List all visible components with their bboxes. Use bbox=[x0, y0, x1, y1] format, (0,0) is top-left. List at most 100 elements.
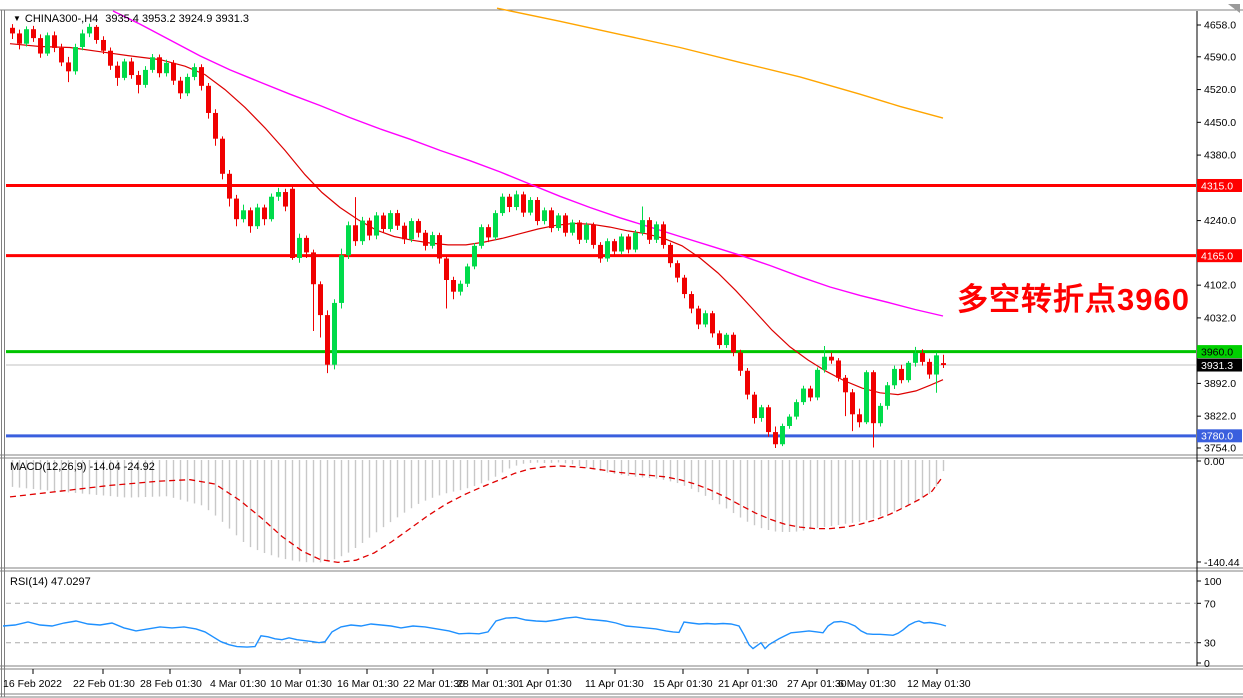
candle-body bbox=[276, 192, 281, 197]
candle-body bbox=[339, 255, 344, 303]
candle-body bbox=[87, 26, 92, 34]
candle-body bbox=[465, 266, 470, 284]
ma-fast-red-line bbox=[9, 43, 944, 396]
candle-body bbox=[297, 237, 302, 259]
price-tick-label: 3892.0 bbox=[1204, 378, 1236, 390]
symbol-dropdown-icon[interactable]: ▼ bbox=[13, 14, 21, 23]
macd-signal-line bbox=[9, 465, 942, 564]
candle-body bbox=[675, 263, 680, 278]
candle-body bbox=[458, 283, 463, 292]
candle-body bbox=[108, 50, 113, 66]
candle-body bbox=[542, 210, 547, 222]
candle-body bbox=[59, 47, 64, 63]
candle-body bbox=[570, 222, 575, 233]
candle-body bbox=[598, 244, 603, 259]
price-badge bbox=[1197, 345, 1242, 359]
candle-body bbox=[192, 67, 197, 77]
ma-long-orange-line bbox=[496, 7, 944, 119]
candle-body bbox=[654, 224, 659, 240]
candle-body bbox=[115, 65, 120, 78]
candle-body bbox=[199, 67, 204, 86]
price-tick-label: 3754.0 bbox=[1204, 442, 1236, 454]
price-badge-label: 3960.0 bbox=[1201, 346, 1233, 358]
candle-body bbox=[899, 368, 904, 381]
candle-body bbox=[164, 62, 169, 74]
time-axis-label: 11 Apr 01:30 bbox=[585, 678, 644, 690]
candle-body bbox=[563, 215, 568, 233]
time-axis-label: 6 May 01:30 bbox=[838, 678, 896, 690]
candle-body bbox=[73, 46, 78, 72]
candle-body bbox=[318, 284, 323, 316]
price-badge bbox=[1197, 429, 1242, 443]
candle-body bbox=[206, 85, 211, 113]
candle-body bbox=[444, 258, 449, 281]
candle-body bbox=[269, 196, 274, 220]
price-badge bbox=[1197, 178, 1242, 192]
candle-body bbox=[766, 407, 771, 433]
candle-body bbox=[731, 334, 736, 353]
candle-body bbox=[612, 241, 617, 252]
candle-body bbox=[738, 352, 743, 371]
candle-body bbox=[220, 138, 225, 174]
candle-body bbox=[521, 194, 526, 213]
price-tick-label: 4658.0 bbox=[1204, 20, 1236, 32]
candle-body bbox=[185, 76, 190, 94]
candle-body bbox=[262, 207, 267, 220]
candle-body bbox=[241, 210, 246, 220]
candle-body bbox=[304, 237, 309, 253]
price-tick-label: 4380.0 bbox=[1204, 150, 1236, 162]
candle-body bbox=[38, 38, 43, 54]
candle-body bbox=[871, 372, 876, 424]
candle-body bbox=[626, 236, 631, 250]
macd-label: MACD(12,26,9) -14.04 -24.92 bbox=[10, 461, 155, 473]
candle-body bbox=[178, 80, 183, 94]
macd-axis-bottom-label: -140.44 bbox=[1204, 557, 1240, 569]
annotation-text: 多空转折点3960 bbox=[957, 282, 1190, 317]
candle-body bbox=[80, 33, 85, 47]
candle-body bbox=[24, 29, 29, 44]
time-axis-label: 16 Mar 01:30 bbox=[337, 678, 399, 690]
candle-body bbox=[346, 225, 351, 256]
candle-body bbox=[486, 227, 491, 238]
candle-body bbox=[528, 199, 533, 213]
candle-body bbox=[234, 198, 239, 220]
candle-body bbox=[556, 215, 561, 229]
time-axis-label: 10 Mar 01:30 bbox=[270, 678, 332, 690]
price-tick-label: 4590.0 bbox=[1204, 51, 1236, 63]
time-axis-label: 22 Mar 01:30 bbox=[403, 678, 465, 690]
candle-body bbox=[423, 232, 428, 246]
candle-body bbox=[171, 62, 176, 81]
candle-body bbox=[52, 35, 57, 48]
candle-body bbox=[122, 61, 127, 78]
rsi-level-label: 70 bbox=[1204, 598, 1216, 610]
candle-body bbox=[906, 362, 911, 381]
candle-body bbox=[374, 215, 379, 236]
candle-body bbox=[759, 407, 764, 419]
scroll-end-marker-icon[interactable] bbox=[1228, 4, 1240, 13]
time-axis-label: 12 May 01:30 bbox=[907, 678, 971, 690]
candle-body bbox=[745, 370, 750, 395]
symbol-label: CHINA300-,H4 bbox=[24, 13, 99, 25]
candle-body bbox=[66, 62, 71, 72]
rsi-label: RSI(14) 47.0297 bbox=[10, 576, 91, 588]
candle-body bbox=[17, 33, 22, 44]
candle-body bbox=[878, 405, 883, 424]
candle-body bbox=[843, 377, 848, 393]
candle-body bbox=[850, 392, 855, 415]
candle-body bbox=[801, 388, 806, 403]
candle-body bbox=[367, 220, 372, 236]
candle-body bbox=[136, 75, 141, 85]
candle-body bbox=[101, 39, 106, 51]
candle-body bbox=[920, 352, 925, 362]
chart-title: ▼ CHINA300-,H4 3935.4 3953.2 3924.9 3931.3 bbox=[13, 13, 249, 25]
candle-body bbox=[549, 210, 554, 229]
candle-body bbox=[633, 232, 638, 250]
price-badge bbox=[1197, 249, 1242, 263]
candle-body bbox=[227, 173, 232, 199]
candle-body bbox=[815, 369, 820, 398]
candle-body bbox=[703, 313, 708, 325]
price-badge-label: 3931.3 bbox=[1201, 360, 1233, 372]
candle-body bbox=[780, 425, 785, 445]
